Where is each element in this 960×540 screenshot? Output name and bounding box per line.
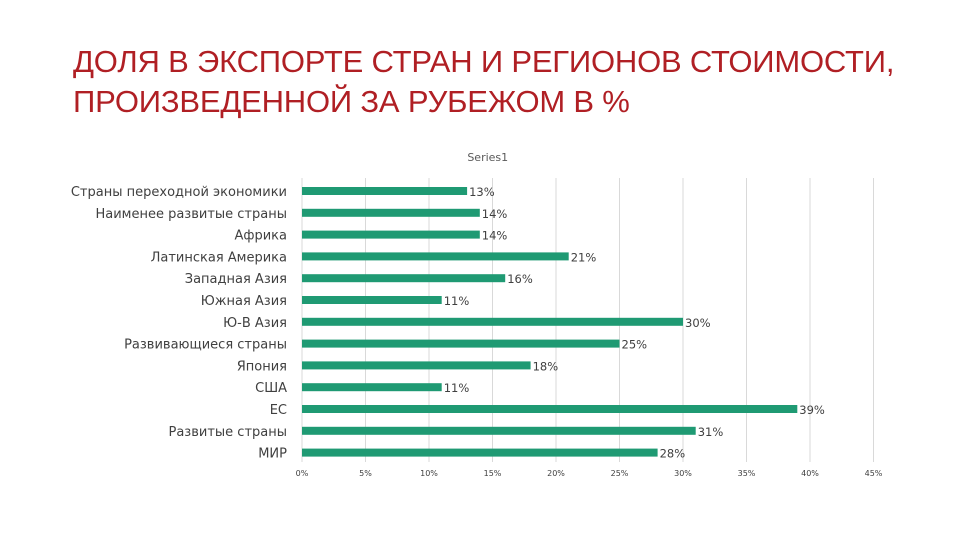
data-label: 11%: [444, 381, 470, 395]
x-tick-label: 5%: [359, 469, 372, 478]
x-tick-label: 25%: [611, 469, 629, 478]
bar: [302, 208, 480, 217]
bar: [302, 448, 658, 457]
series-name: Series1: [467, 151, 508, 164]
bar: [302, 187, 468, 195]
category-label: Наименее развитые страны: [95, 207, 287, 222]
data-labels: 13% 14% 14% 21% 16% 11% 30% 25% 18% 11% 39% 31% 28%: [444, 185, 825, 461]
category-label: Южная Азия: [201, 294, 287, 309]
page-title: ДОЛЯ В ЭКСПОРТЕ СТРАН И РЕГИОНОВ СТОИМОС…: [73, 44, 895, 119]
x-tick-labels: 0% 5% 10% 15% 20% 25% 30% 35% 40% 45%: [296, 469, 883, 478]
bar: [302, 426, 696, 435]
bar: [302, 230, 480, 239]
x-tick-label: 15%: [484, 469, 502, 478]
category-label: США: [255, 381, 287, 396]
bar: [302, 339, 620, 348]
x-tick-label: 35%: [738, 469, 756, 478]
bar: [302, 383, 442, 392]
data-label: 18%: [533, 359, 559, 373]
category-label: Африка: [234, 229, 287, 244]
x-tick-label: 45%: [865, 469, 883, 478]
category-label: МИР: [258, 447, 287, 462]
bar-chart: Series1 Страны переходной экономики Наиме…: [71, 151, 883, 478]
x-tick-label: 40%: [801, 469, 819, 478]
bar: [302, 252, 569, 261]
data-label: 11%: [444, 294, 470, 308]
category-label: Западная Азия: [185, 272, 287, 287]
data-label: 31%: [698, 425, 724, 439]
bars: [302, 187, 798, 457]
bar: [302, 361, 531, 370]
x-tick-label: 0%: [296, 469, 309, 478]
x-tick-label: 20%: [547, 469, 565, 478]
bar: [302, 405, 798, 413]
data-label: 16%: [507, 272, 533, 286]
data-label: 39%: [799, 403, 825, 417]
category-labels: Страны переходной экономики Наименее разв…: [71, 185, 287, 462]
bar: [302, 274, 506, 283]
bar: [302, 296, 442, 304]
data-label: 14%: [482, 229, 508, 243]
data-label: 14%: [482, 207, 508, 221]
data-label: 21%: [571, 250, 597, 264]
data-label: 25%: [622, 338, 648, 352]
category-label: Ю-В Азия: [223, 316, 287, 331]
category-label: Латинская Америка: [151, 250, 287, 265]
x-tick-label: 10%: [420, 469, 438, 478]
x-tick-label: 30%: [674, 469, 692, 478]
data-label: 28%: [660, 447, 686, 461]
category-label: Страны переходной экономики: [71, 185, 287, 200]
data-label: 30%: [685, 316, 711, 330]
category-label: Развивающиеся страны: [124, 338, 287, 353]
data-label: 13%: [469, 185, 495, 199]
category-label: ЕС: [270, 403, 287, 418]
category-label: Япония: [237, 359, 287, 374]
bar: [302, 317, 683, 326]
category-label: Развитые страны: [169, 425, 288, 440]
